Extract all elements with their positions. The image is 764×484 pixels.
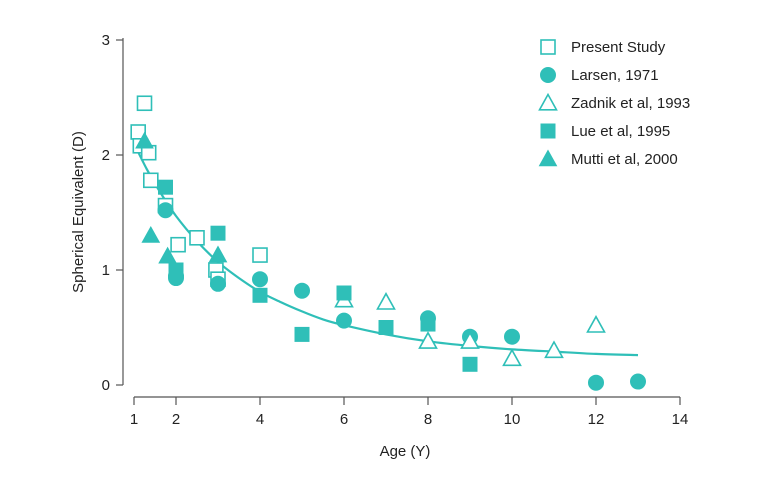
- data-point: [252, 247, 268, 263]
- data-point: [502, 348, 522, 367]
- legend-marker: [538, 92, 558, 111]
- legend-item: Present Study: [540, 39, 666, 56]
- series-filled-triangle: [135, 131, 228, 264]
- data-point: [210, 225, 226, 241]
- x-tick-label: 1: [130, 411, 138, 428]
- data-point: [294, 282, 310, 299]
- data-point: [336, 312, 352, 329]
- legend-marker: [540, 67, 556, 83]
- data-points: [130, 95, 646, 391]
- data-point: [136, 95, 153, 112]
- data-point: [504, 328, 520, 345]
- data-point: [294, 326, 310, 342]
- legend-label: Larsen, 1971: [571, 67, 659, 84]
- series-open-square: [130, 95, 268, 288]
- legend-label: Present Study: [571, 39, 666, 56]
- data-point: [460, 331, 480, 349]
- legend-item: Zadnik et al, 1993: [538, 92, 690, 112]
- legend-marker: [538, 149, 558, 167]
- data-point: [544, 340, 564, 359]
- data-point: [418, 331, 438, 349]
- data-point: [170, 236, 186, 253]
- legend-marker: [540, 39, 556, 55]
- legend: Present Study Larsen, 1971 Zadnik et al, 1…: [538, 39, 690, 168]
- data-point: [141, 225, 161, 243]
- axes: [122, 38, 680, 398]
- y-tick-label: 1: [102, 262, 110, 279]
- x-tick-label: 14: [672, 411, 689, 428]
- series-open-triangle: [334, 289, 606, 367]
- legend-label: Lue et al, 1995: [571, 123, 670, 140]
- data-point: [336, 285, 352, 301]
- y-tick-label: 2: [102, 147, 110, 164]
- data-point: [378, 320, 394, 335]
- data-point: [252, 287, 268, 303]
- y-axis-label: Spherical Equivalent (D): [70, 131, 87, 293]
- data-point: [189, 230, 205, 246]
- data-point: [462, 356, 478, 372]
- legend-item: Lue et al, 1995: [540, 123, 670, 140]
- legend-item: Mutti et al, 2000: [538, 149, 678, 168]
- legend-label: Mutti et al, 2000: [571, 151, 678, 168]
- y-tick-label: 0: [102, 377, 110, 394]
- data-point: [157, 202, 174, 219]
- data-point: [168, 262, 184, 278]
- data-point: [143, 172, 159, 189]
- x-tick-label: 10: [504, 411, 521, 428]
- x-tick-label: 2: [172, 411, 180, 428]
- series-filled-square: [158, 179, 478, 372]
- data-point: [158, 179, 173, 195]
- data-point: [376, 292, 396, 310]
- x-tick-label: 12: [588, 411, 605, 428]
- data-point: [158, 246, 177, 264]
- data-point: [420, 316, 436, 332]
- data-point: [208, 245, 228, 263]
- data-point: [586, 315, 606, 333]
- y-tick-label: 3: [102, 32, 110, 49]
- data-point: [210, 275, 226, 292]
- series-filled-circle: [157, 202, 646, 391]
- legend-item: Larsen, 1971: [540, 67, 659, 84]
- data-point: [630, 373, 646, 390]
- data-point: [252, 271, 268, 288]
- x-tick-label: 4: [256, 411, 264, 428]
- legend-label: Zadnik et al, 1993: [571, 95, 690, 112]
- x-tick-label: 8: [424, 411, 432, 428]
- data-point: [588, 374, 604, 391]
- x-axis-label: Age (Y): [380, 443, 431, 460]
- legend-marker: [540, 123, 556, 139]
- x-tick-label: 6: [340, 411, 348, 428]
- data-point: [135, 131, 154, 149]
